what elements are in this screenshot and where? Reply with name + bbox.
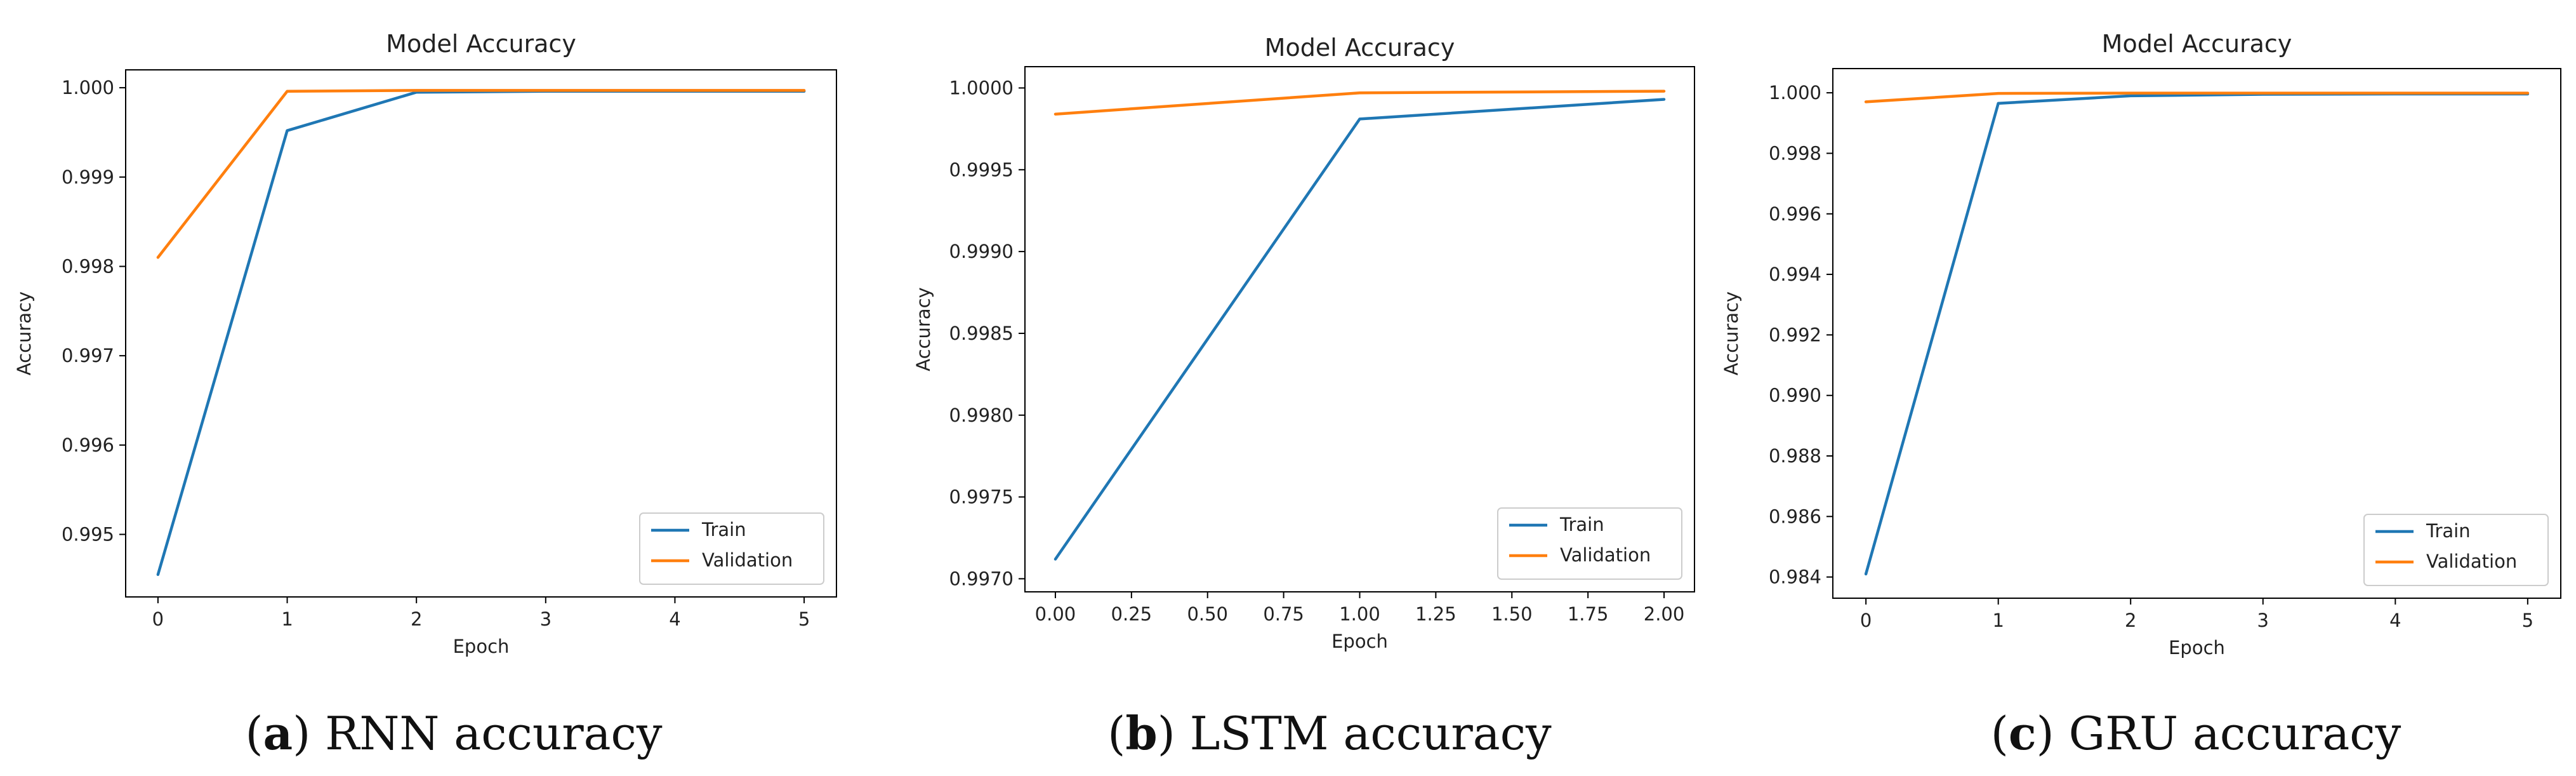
chart-a: Model Accuracy 0 1 2 3 4 5 0.995 0.996 0.997 0.998…: [13, 30, 837, 760]
caption-text: RNN accuracy: [325, 707, 663, 760]
chart-b: Model Accuracy 0.00 0.25 0.50 0.75 1.00 1.25 1.…: [913, 34, 1695, 760]
x-tick-label: 1.50: [1491, 603, 1533, 625]
y-axis-label: Accuracy: [13, 291, 35, 375]
legend-label-validation: Validation: [702, 549, 793, 571]
x-tick-label: 2.00: [1644, 603, 1685, 625]
x-tick-label: 1.75: [1568, 603, 1609, 625]
y-tick-label: 0.9970: [949, 568, 1014, 589]
legend-label-train: Train: [701, 519, 746, 540]
x-tick-label: 1.25: [1415, 603, 1456, 625]
legend: Train Validation: [639, 512, 824, 585]
chart-caption: (b) LSTM accuracy: [1107, 706, 1552, 760]
caption-letter: b: [1125, 706, 1157, 760]
y-tick-label: 1.000: [1769, 82, 1821, 104]
x-tick-label: 3: [2257, 610, 2269, 631]
caption-close-paren: ): [293, 707, 325, 760]
legend: Train Validation: [2363, 514, 2549, 586]
y-axis-label: Accuracy: [1721, 291, 1742, 375]
y-tick-label: 0.984: [1769, 566, 1821, 588]
y-tick-label: 0.998: [62, 255, 114, 277]
y-tick-label: 0.999: [62, 166, 114, 188]
x-tick-label: 3: [540, 608, 552, 630]
caption-text: LSTM accuracy: [1190, 707, 1552, 760]
y-tick-label: 0.9985: [949, 323, 1014, 344]
plot-frame: [1832, 68, 2561, 599]
legend-label-train: Train: [2426, 520, 2471, 542]
legend-label-validation: Validation: [1560, 544, 1651, 566]
plot-frame: [125, 69, 837, 598]
x-tick-label: 4: [2389, 610, 2401, 631]
y-tick-label: 0.995: [62, 524, 114, 545]
chart-title: Model Accuracy: [2102, 30, 2292, 58]
chart-caption: (c) GRU accuracy: [1991, 706, 2401, 760]
y-tick-label: 0.996: [1769, 203, 1821, 225]
y-tick-label: 0.996: [62, 434, 114, 456]
chart-title: Model Accuracy: [1265, 34, 1455, 62]
x-tick-label: 2: [411, 608, 422, 630]
x-tick-label: 5: [2522, 610, 2533, 631]
series-line-train: [1864, 92, 2530, 576]
chart-title: Model Accuracy: [386, 30, 576, 58]
x-tick-label: 5: [798, 608, 810, 630]
y-tick-label: 0.9995: [949, 159, 1014, 180]
caption-letter: a: [263, 706, 293, 760]
series-line-validation: [1054, 90, 1666, 116]
caption-close-paren: ): [1158, 707, 1190, 760]
legend-label-validation: Validation: [2426, 551, 2517, 572]
caption-open-paren: (: [1991, 707, 2009, 760]
chart-c: Model Accuracy 0 1 2 3 4 5 0.984 0.986 0.988 0.990…: [1721, 30, 2561, 760]
series-line-validation: [1864, 91, 2530, 104]
series-line-train: [156, 90, 806, 577]
chart-caption: (a) RNN accuracy: [245, 706, 662, 760]
x-tick-label: 1.00: [1339, 603, 1380, 625]
x-tick-label: 0.25: [1111, 603, 1153, 625]
x-axis-label: Epoch: [1331, 631, 1388, 652]
x-tick-label: 0: [152, 608, 164, 630]
y-tick-label: 0.9980: [949, 405, 1014, 426]
y-tick-label: 0.997: [62, 345, 114, 366]
x-tick-label: 2: [2125, 610, 2136, 631]
y-tick-label: 0.9990: [949, 241, 1014, 262]
y-tick-label: 0.986: [1769, 505, 1821, 527]
caption-text: GRU accuracy: [2069, 707, 2401, 760]
caption-open-paren: (: [245, 707, 263, 760]
x-tick-label: 1: [1992, 610, 2004, 631]
x-tick-label: 4: [669, 608, 680, 630]
y-axis-label: Accuracy: [913, 287, 934, 371]
caption-close-paren: ): [2037, 707, 2069, 760]
x-tick-label: 0: [1860, 610, 1872, 631]
series-line-train: [1054, 98, 1666, 561]
legend-label-train: Train: [1559, 514, 1604, 535]
y-tick-label: 0.998: [1769, 142, 1821, 164]
x-tick-label: 0.50: [1187, 603, 1228, 625]
x-axis-label: Epoch: [453, 636, 510, 657]
plot-frame: [1024, 66, 1695, 592]
x-tick-label: 0.00: [1035, 603, 1076, 625]
x-tick-label: 0.75: [1263, 603, 1304, 625]
legend: Train Validation: [1497, 507, 1682, 580]
series-line-validation: [156, 89, 806, 259]
y-tick-label: 0.992: [1769, 324, 1821, 345]
y-tick-label: 0.994: [1769, 264, 1821, 285]
x-axis-label: Epoch: [2169, 637, 2225, 659]
y-tick-label: 1.0000: [949, 77, 1014, 98]
y-tick-label: 0.988: [1769, 445, 1821, 467]
x-tick-label: 1: [281, 608, 293, 630]
y-tick-label: 0.990: [1769, 385, 1821, 406]
y-tick-label: 0.9975: [949, 486, 1014, 508]
caption-letter: c: [2009, 706, 2037, 760]
y-tick-label: 1.000: [62, 77, 114, 98]
caption-open-paren: (: [1107, 707, 1125, 760]
